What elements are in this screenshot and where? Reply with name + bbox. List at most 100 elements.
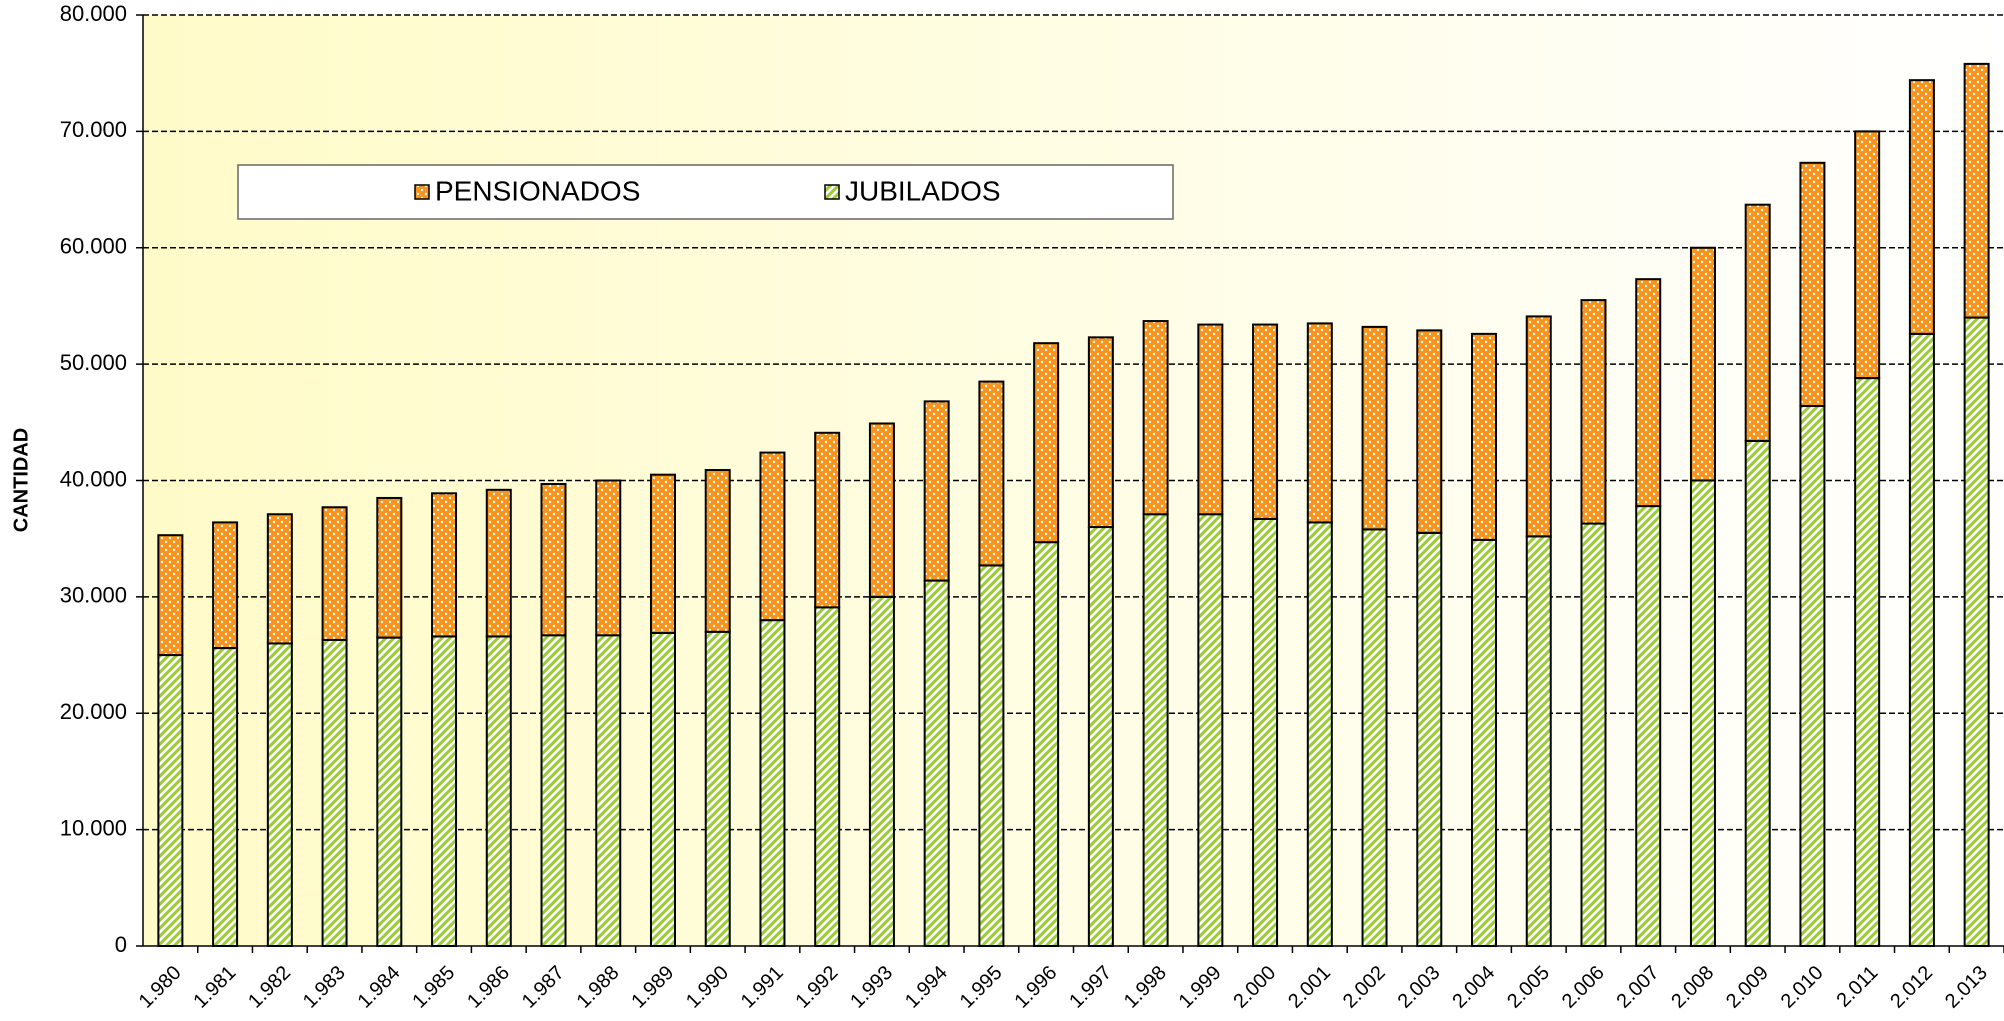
bar-segment [212, 647, 239, 948]
x-tick-label: 1.998 [1120, 962, 1171, 1013]
bar-segment [759, 619, 786, 948]
bar-segment [1087, 526, 1114, 947]
bar-segment [923, 400, 950, 582]
bar-segment [1744, 203, 1771, 442]
bar-segment [431, 492, 458, 638]
bar-segment [1689, 246, 1716, 482]
bar-segment [1306, 521, 1333, 948]
bar-segment [704, 630, 731, 947]
bar-segment [485, 488, 512, 638]
x-tick-label: 2.000 [1229, 962, 1280, 1013]
x-tick-label: 2.006 [1558, 962, 1609, 1013]
y-tick-label: 80.000 [60, 1, 127, 26]
y-tick-label: 0 [115, 932, 127, 957]
bar-segment [1361, 325, 1388, 531]
x-tick-label: 2.010 [1777, 962, 1828, 1013]
bar-segment [157, 534, 184, 657]
bar-segment [376, 636, 403, 947]
bar-segment [1799, 161, 1826, 408]
bar-segment [1033, 541, 1060, 948]
bar-segment [868, 595, 895, 947]
bar-segment [1471, 538, 1498, 947]
legend-label: PENSIONADOS [435, 175, 640, 206]
bar-segment [759, 451, 786, 622]
bar-segment [978, 564, 1005, 947]
bar-segment [868, 422, 895, 598]
x-tick-label: 2.004 [1448, 962, 1499, 1013]
x-tick-label: 1.997 [1065, 962, 1116, 1013]
bar-segment [1635, 505, 1662, 947]
bar-segment [1416, 329, 1443, 534]
bar-segment [431, 635, 458, 947]
x-tick-label: 1.988 [573, 962, 624, 1013]
x-tick-label: 1.992 [792, 962, 843, 1013]
x-tick-label: 1.990 [682, 962, 733, 1013]
bar-segment [595, 634, 622, 947]
bar-segment [1908, 79, 1935, 335]
x-tick-label: 1.994 [901, 962, 952, 1013]
bar-segment [266, 513, 293, 645]
bar-segment [1033, 342, 1060, 544]
bar-segment [1580, 299, 1607, 525]
x-tick-label: 2.001 [1284, 962, 1335, 1013]
y-tick-label: 30.000 [60, 583, 127, 608]
bar-segment [1854, 130, 1881, 380]
x-tick-label: 1.982 [244, 962, 295, 1013]
x-tick-label: 1.986 [463, 962, 514, 1013]
x-tick-label: 1.999 [1175, 962, 1226, 1013]
x-tick-label: 1.991 [737, 962, 788, 1013]
bar-segment [1689, 479, 1716, 947]
bar-segment [1963, 316, 1990, 947]
bar-segment [321, 638, 348, 948]
x-tick-label: 1.987 [518, 962, 569, 1013]
x-tick-label: 1.989 [627, 962, 678, 1013]
bar-segment [1471, 332, 1498, 541]
y-tick-label: 20.000 [60, 699, 127, 724]
bar-segment [1580, 522, 1607, 948]
y-axis-title: CANTIDAD [10, 428, 32, 532]
x-tick-label: 1.996 [1010, 962, 1061, 1013]
bar-segment [1525, 315, 1552, 538]
x-tick-label: 2.013 [1941, 962, 1992, 1013]
bar-segment [1252, 323, 1279, 520]
bar-segment [1963, 62, 1990, 319]
bar-segment [1635, 278, 1662, 508]
x-tick-label: 1.995 [956, 962, 1007, 1013]
bar-segment [1908, 332, 1935, 947]
x-tick-label: 1.981 [189, 962, 240, 1013]
bar-segment [923, 579, 950, 948]
bar-segment [978, 380, 1005, 567]
bar-segment [540, 634, 567, 947]
bar-segment [1525, 535, 1552, 947]
legend-swatch [824, 184, 840, 200]
bar-segment [1744, 439, 1771, 947]
bar-segment [595, 479, 622, 637]
bar-segment [540, 482, 567, 637]
x-tick-label: 2.002 [1339, 962, 1390, 1013]
x-tick-label: 2.007 [1613, 962, 1664, 1013]
bar-segment [1416, 531, 1443, 948]
x-tick-label: 2.005 [1503, 962, 1554, 1013]
x-tick-label: 1.984 [354, 962, 405, 1013]
bar-segment [814, 606, 841, 947]
bar-segment [704, 469, 731, 633]
bar-segment [212, 521, 239, 650]
y-tick-label: 60.000 [60, 234, 127, 259]
x-tick-label: 2.003 [1394, 962, 1445, 1013]
y-tick-label: 70.000 [60, 117, 127, 142]
legend-swatch [414, 184, 430, 200]
y-tick-label: 50.000 [60, 350, 127, 375]
x-tick-label: 2.011 [1833, 962, 1883, 1012]
bar-segment [321, 506, 348, 641]
x-tick-label: 1.993 [846, 962, 897, 1013]
bar-segment [1306, 322, 1333, 524]
x-tick-label: 2.009 [1722, 962, 1773, 1013]
bar-segment [266, 642, 293, 947]
bar-segment [1854, 377, 1881, 947]
y-tick-label: 40.000 [60, 466, 127, 491]
bar-segment [1252, 517, 1279, 947]
x-tick-label: 2.012 [1886, 962, 1937, 1013]
bar-segment [485, 635, 512, 947]
bar-segment [1142, 320, 1169, 516]
